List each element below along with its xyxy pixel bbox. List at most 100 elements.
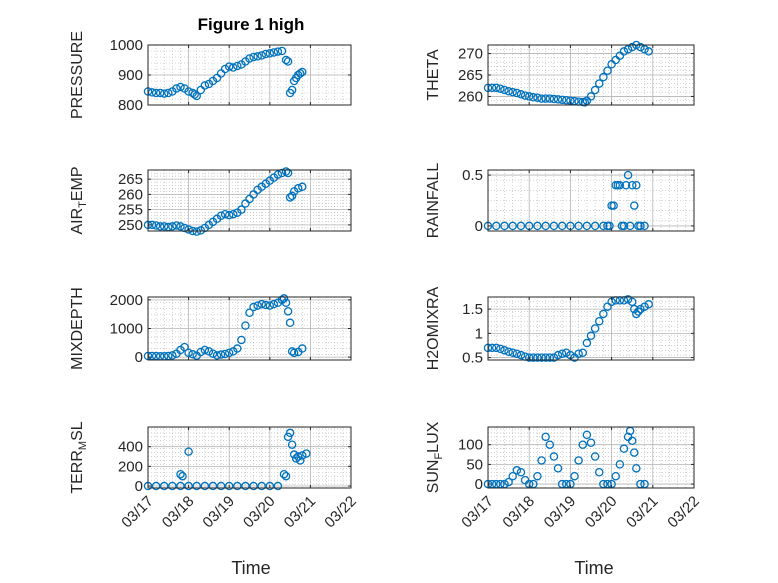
data-point: [574, 456, 583, 465]
data-point: [151, 221, 161, 230]
data-point: [285, 318, 295, 328]
y-tick-label: 1: [475, 325, 483, 342]
data-point: [265, 481, 275, 491]
data-point: [164, 88, 173, 98]
data-point: [529, 353, 538, 362]
x-tick-label: 03/20: [582, 493, 621, 532]
data-point: [590, 221, 600, 231]
data-point: [184, 348, 193, 358]
axes-box: [487, 426, 695, 489]
y-tick-label: 255: [118, 202, 143, 219]
y-tick-label: 0: [135, 349, 143, 366]
axes-box: [147, 169, 352, 232]
data-point: [630, 448, 639, 457]
data-point: [257, 51, 266, 60]
data-point: [549, 221, 559, 231]
data-point: [594, 79, 604, 88]
y-axis-label: RAINFALL: [425, 163, 442, 239]
data-point: [545, 440, 555, 449]
data-point: [168, 351, 177, 360]
data-point: [281, 167, 291, 176]
data-point: [273, 47, 283, 56]
data-point: [168, 481, 177, 491]
subplot-h2omixra: 0.5 1 1.5 H2OMIXRA: [425, 286, 695, 370]
data-point: [512, 88, 522, 98]
data-point: [224, 481, 234, 491]
data-point: [241, 321, 250, 330]
data-point: [298, 344, 307, 353]
data-point: [537, 456, 546, 465]
subplot-rainfall: 0 0.5 RAINFALL: [425, 163, 695, 239]
x-tick-label: 03/22: [664, 493, 703, 532]
data-point: [192, 481, 201, 491]
data-point: [644, 300, 653, 309]
data-point: [512, 349, 522, 358]
data-point: [636, 42, 645, 52]
y-tick-label: 260: [458, 88, 483, 105]
data-point: [627, 180, 637, 190]
data-point: [516, 90, 526, 99]
data-point: [241, 481, 250, 491]
data-point: [603, 302, 612, 311]
data-point: [508, 471, 517, 481]
y-tick-label: 50: [466, 456, 483, 473]
data-point: [172, 84, 181, 93]
data-point: [184, 225, 193, 234]
data-point: [249, 52, 258, 62]
y-tick-label: 270: [458, 46, 483, 63]
y-tick-label: 800: [118, 97, 143, 114]
data-point: [594, 468, 604, 477]
y-tick-label: 250: [118, 217, 143, 234]
data-point: [281, 471, 291, 481]
y-axis-label: AIRTEMP: [69, 166, 89, 234]
data-point: [261, 300, 270, 310]
data-point: [220, 349, 230, 359]
y-tick-label: 1000: [110, 321, 143, 338]
data-point: [590, 452, 600, 461]
data-point: [172, 221, 181, 230]
data-point: [176, 481, 185, 491]
data-point: [200, 81, 210, 90]
data-point: [279, 294, 289, 303]
data-point: [487, 83, 497, 93]
data-point: [180, 342, 189, 352]
data-point: [562, 96, 571, 105]
data-point: [533, 221, 542, 231]
data-point: [233, 344, 242, 353]
y-tick-label: 100: [458, 437, 483, 454]
data-point: [541, 221, 550, 231]
data-point: [196, 347, 206, 357]
data-point: [496, 84, 505, 93]
data-point: [283, 307, 293, 316]
data-point: [159, 89, 169, 98]
data-point: [176, 469, 185, 479]
data-point: [537, 353, 546, 362]
data-point: [283, 57, 293, 66]
data-point: [590, 324, 600, 333]
data-point: [627, 436, 637, 446]
y-tick-label: 2000: [110, 292, 143, 309]
data-point: [504, 347, 513, 357]
data-point: [184, 447, 193, 456]
data-point: [216, 69, 226, 78]
data-point: [245, 308, 254, 317]
data-point: [630, 201, 639, 210]
data-point: [188, 350, 197, 359]
y-tick-label: 900: [118, 67, 143, 84]
data-point: [287, 347, 297, 356]
data-point: [619, 47, 629, 56]
y-tick-label: 0: [135, 478, 143, 495]
data-point: [508, 348, 517, 357]
figure-title: Figure 1 high: [198, 15, 305, 34]
x-tick-label: 03/20: [240, 493, 279, 532]
subplot-theta: 260 265 270 THETA: [425, 40, 695, 107]
data-point: [159, 481, 169, 491]
data-point: [204, 347, 214, 356]
data-point: [609, 201, 618, 210]
data-point: [582, 430, 592, 440]
data-point: [192, 91, 201, 101]
data-point: [590, 85, 600, 95]
data-point: [237, 335, 246, 345]
data-point: [557, 95, 567, 105]
